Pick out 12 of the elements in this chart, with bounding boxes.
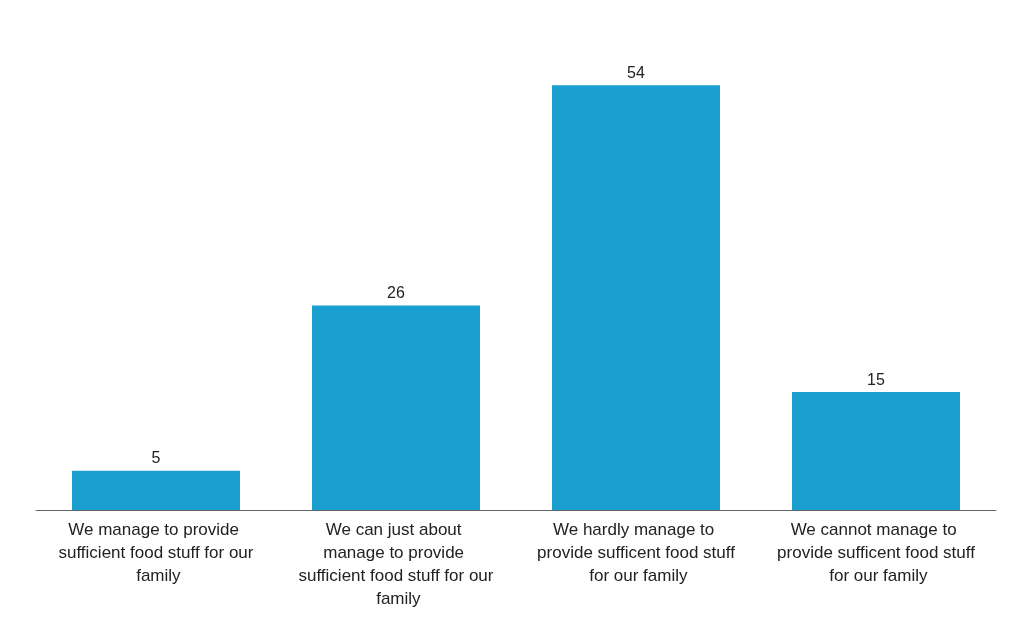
bar bbox=[72, 470, 240, 510]
bar bbox=[312, 305, 480, 510]
x-tick-label: We manage to provide sufficient food stuff for our family bbox=[58, 520, 254, 585]
data-label: 5 bbox=[151, 449, 161, 467]
bar bbox=[792, 392, 960, 510]
data-label: 15 bbox=[867, 370, 885, 388]
data-label: 54 bbox=[627, 63, 645, 81]
x-tick-label: We cannot manage to provide sufficent food stuff for our family bbox=[777, 520, 976, 585]
x-tick-label: We can just about manage to provide sufficient food stuff for our family bbox=[298, 520, 494, 608]
x-tick-label: We hardly manage to provide sufficent food stuff for our family bbox=[537, 520, 736, 585]
bar bbox=[552, 85, 720, 510]
data-label: 26 bbox=[387, 283, 405, 301]
